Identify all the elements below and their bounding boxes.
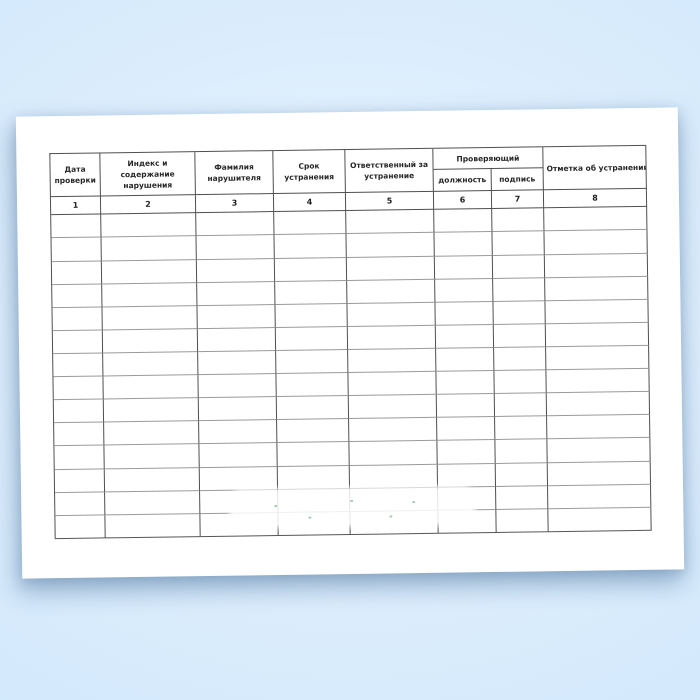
col-header-elimination-mark: Отметка об устранении [543, 145, 647, 191]
column-number: 1 [50, 196, 102, 216]
watermark-speck [412, 501, 416, 504]
col-header-elimination-deadline: Срок устранения [273, 150, 346, 195]
column-number: 7 [491, 190, 545, 210]
watermark-speck [350, 499, 354, 503]
table-header-row: Дата проверки Индекс и содержание наруше… [50, 145, 647, 198]
col-header-inspector-signature: подпись [491, 168, 544, 192]
watermark-speck [389, 515, 393, 518]
column-number: 3 [195, 194, 275, 214]
column-number: 4 [273, 193, 347, 213]
watermark-speck [308, 516, 312, 519]
column-number: 6 [433, 191, 493, 211]
column-number: 2 [100, 195, 197, 215]
col-header-inspector-group: Проверяющий [433, 147, 544, 170]
col-header-violator-surname: Фамилия нарушителя [195, 151, 274, 196]
col-header-inspector-position: должность [433, 169, 492, 193]
watermark-smudge [232, 488, 473, 526]
column-number: 8 [543, 189, 648, 209]
column-number: 5 [345, 192, 435, 212]
document-sheet: Дата проверки Индекс и содержание наруше… [15, 107, 685, 579]
inspection-log-table: Дата проверки Индекс и содержание наруше… [49, 144, 652, 540]
col-header-inspection-date: Дата проверки [50, 153, 101, 198]
col-header-violation-index-content: Индекс и содержание нарушения [100, 152, 196, 197]
col-header-responsible-for-elimination: Ответственный за устранение [345, 148, 434, 194]
watermark-speck [274, 505, 278, 508]
